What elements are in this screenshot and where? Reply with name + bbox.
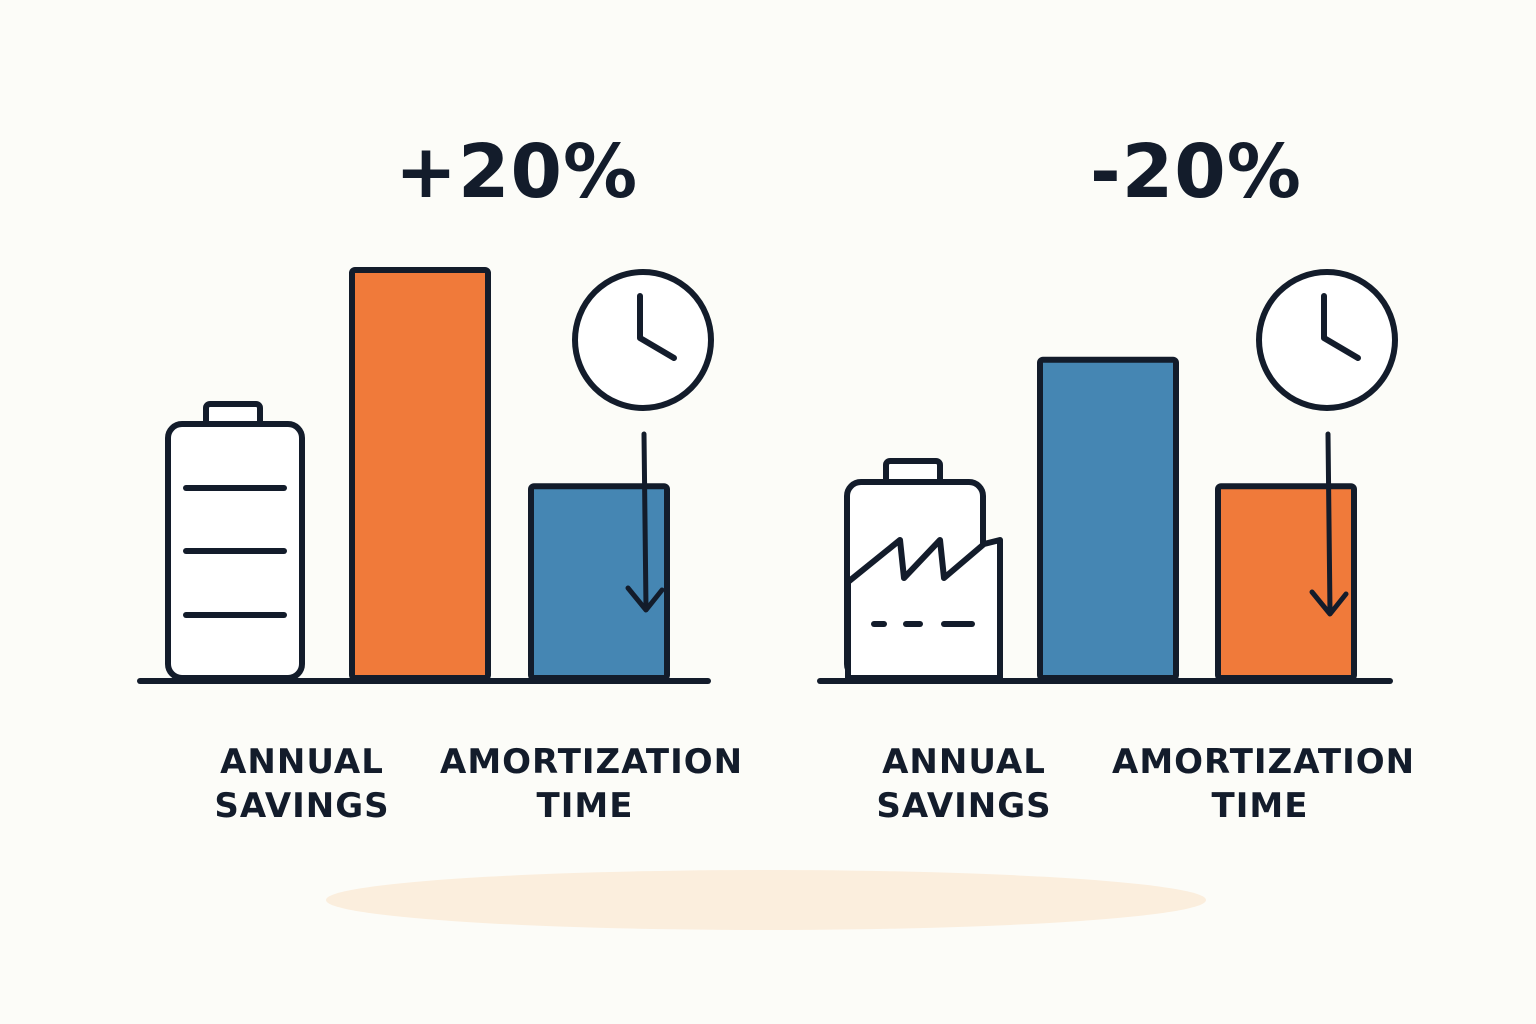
chart-1-category-label: AMORTIZATION TIME bbox=[440, 740, 744, 828]
factory-icon bbox=[844, 458, 1003, 681]
label-line: AMORTIZATION bbox=[1112, 742, 1416, 782]
chart-2-title: -20% bbox=[1090, 129, 1302, 215]
label-line: ANNUAL bbox=[882, 742, 1046, 782]
clock-icon bbox=[1256, 269, 1398, 411]
ground-shadow bbox=[326, 870, 1206, 930]
label-line: AMORTIZATION bbox=[440, 742, 744, 782]
chart-2-category-label: AMORTIZATION TIME bbox=[1112, 740, 1416, 828]
chart-2-bar-amortization-time bbox=[1215, 483, 1357, 681]
battery-icon bbox=[165, 401, 305, 681]
label-line: TIME bbox=[536, 786, 634, 826]
chart-2-category-label: ANNUAL SAVINGS bbox=[864, 740, 1064, 828]
clock-icon bbox=[572, 269, 714, 411]
chart-1-bar-annual-savings bbox=[349, 267, 491, 681]
down-arrow-icon bbox=[1309, 431, 1349, 617]
label-line: SAVINGS bbox=[876, 786, 1052, 826]
label-line: ANNUAL bbox=[220, 742, 384, 782]
chart-1-title: +20% bbox=[395, 129, 639, 215]
chart-1-category-label: ANNUAL SAVINGS bbox=[202, 740, 402, 828]
chart-2-bar-annual-savings bbox=[1037, 356, 1179, 681]
label-line: TIME bbox=[1211, 786, 1309, 826]
label-line: SAVINGS bbox=[214, 786, 390, 826]
down-arrow-icon bbox=[625, 431, 665, 613]
